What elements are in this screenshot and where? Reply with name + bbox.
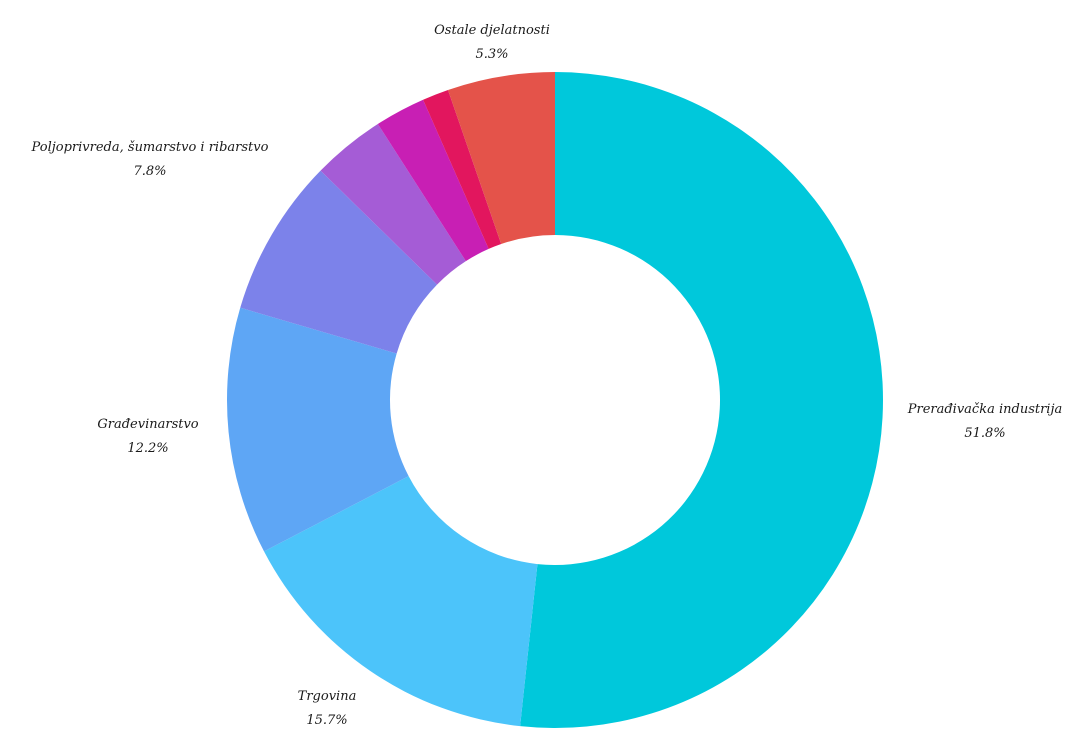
donut-slices (226, 72, 884, 728)
donut-slice (226, 307, 409, 552)
donut-labels: Prerađivačka industrija 51.8% Trgovina 15.7… (31, 23, 1063, 728)
slice-label-value: 7.8% (133, 164, 166, 179)
donut-slice (447, 72, 555, 245)
slice-label-name: Poljoprivreda, šumarstvo i ribarstvo (31, 140, 269, 155)
donut-slice (377, 99, 489, 262)
slice-label-name: Prerađivačka industrija (907, 402, 1063, 417)
slice-label-value: 51.8% (964, 426, 1005, 441)
slice-label-name: Trgovina (298, 689, 357, 704)
slice-label-value: 12.2% (127, 441, 168, 456)
donut-slice (320, 123, 466, 285)
slice-label-name: Ostale djelatnosti (434, 23, 550, 38)
donut-slice (423, 89, 502, 249)
donut-slice (520, 72, 884, 728)
slice-label-name: Građevinarstvo (97, 417, 198, 432)
slice-label-value: 5.3% (475, 47, 508, 62)
slice-label-value: 15.7% (306, 713, 347, 728)
donut-slice (264, 476, 538, 727)
donut-slice (240, 170, 438, 354)
